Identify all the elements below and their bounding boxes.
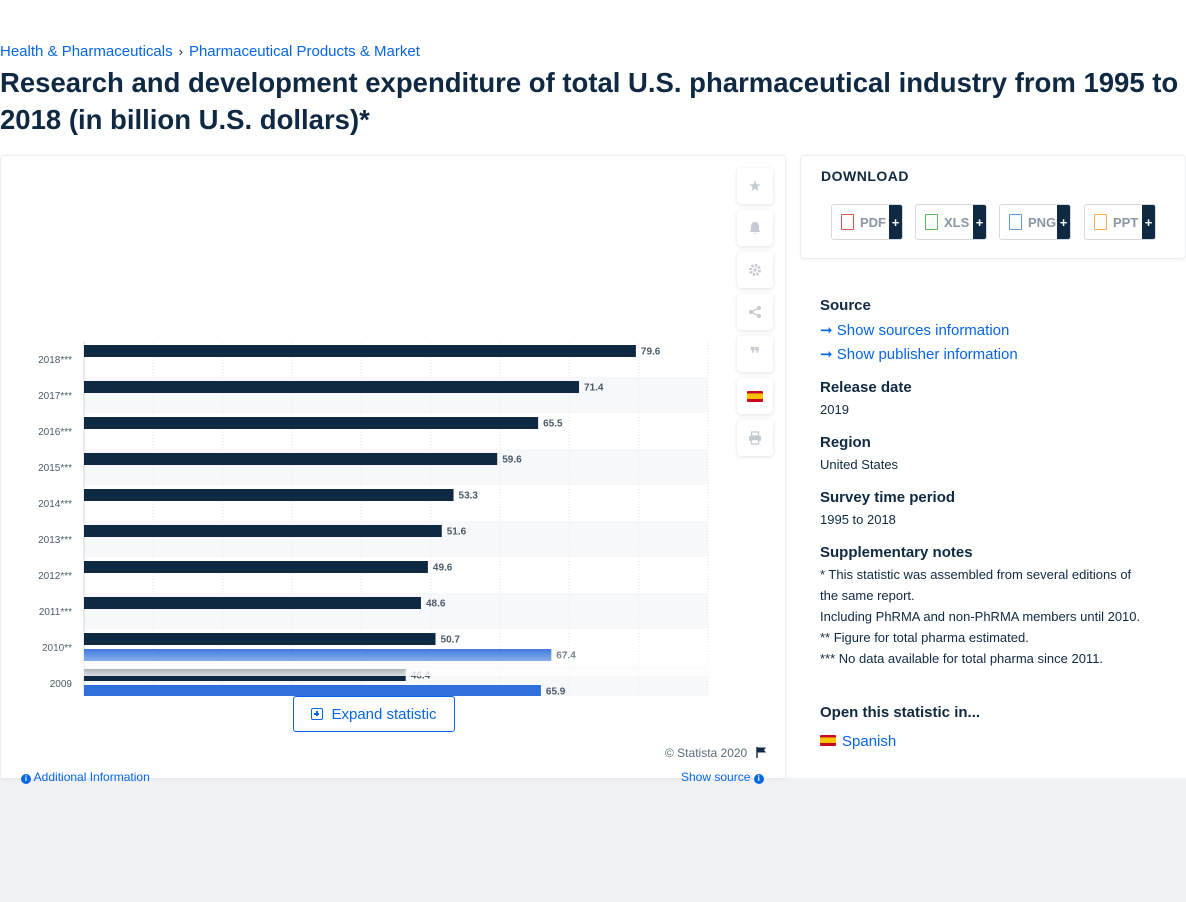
png-file-icon bbox=[1009, 214, 1022, 230]
survey-period-value: 1995 to 2018 bbox=[820, 512, 896, 527]
bar bbox=[84, 381, 580, 393]
spain-flag-icon bbox=[820, 735, 836, 746]
data-label: 53.3 bbox=[459, 491, 479, 502]
expand-statistic-label: Expand statistic bbox=[331, 705, 437, 723]
data-label: 46.4 bbox=[411, 671, 431, 682]
print-icon[interactable] bbox=[737, 420, 773, 456]
breadcrumb: Health & Pharmaceuticals › Pharmaceutical … bbox=[0, 43, 420, 60]
category-label: 2013*** bbox=[38, 535, 72, 546]
bar bbox=[84, 633, 436, 645]
arrow-right-icon: ➞ bbox=[820, 322, 837, 339]
share-icon[interactable] bbox=[737, 294, 773, 330]
bar bbox=[84, 525, 442, 537]
download-ppt-button[interactable]: PPT + bbox=[1084, 204, 1156, 240]
category-label: 2011*** bbox=[39, 607, 72, 618]
bar bbox=[84, 597, 421, 609]
breadcrumb-separator: › bbox=[178, 44, 183, 59]
release-date-value: 2019 bbox=[820, 402, 849, 417]
show-source-link[interactable]: Show source i bbox=[681, 770, 764, 784]
supplementary-notes: * This statistic was assembled from seve… bbox=[820, 564, 1150, 669]
region-heading: Region bbox=[820, 434, 871, 451]
release-date-heading: Release date bbox=[820, 379, 912, 396]
arrow-right-icon: ➞ bbox=[820, 346, 837, 363]
copyright-text: © Statista 2020 bbox=[665, 746, 767, 760]
note-line: ** Figure for total pharma estimated. bbox=[820, 630, 1029, 645]
category-label: 2009 bbox=[50, 679, 73, 690]
data-label: 59.6 bbox=[502, 455, 522, 466]
info-icon: i bbox=[753, 774, 764, 784]
data-label: 48.6 bbox=[426, 599, 446, 610]
category-label: 2018*** bbox=[38, 355, 72, 366]
bar-chart: 2018*** 79.6 2017*** 71.4 2016*** 65.5 2015***… bbox=[38, 342, 709, 697]
flag-icon[interactable] bbox=[755, 747, 767, 758]
note-line: Including PhRMA and non-PhRMA members un… bbox=[820, 609, 1141, 624]
category-label: 2012*** bbox=[38, 571, 72, 582]
gear-icon[interactable] bbox=[737, 252, 773, 288]
note-line: * This statistic was assembled from seve… bbox=[820, 567, 1132, 603]
xls-file-icon bbox=[925, 214, 938, 230]
category-label: 2016*** bbox=[38, 427, 72, 438]
expand-statistic-button[interactable]: Expand statistic bbox=[293, 696, 455, 732]
breadcrumb-link-health[interactable]: Health & Pharmaceuticals bbox=[0, 43, 173, 60]
chart-toolbar: ★ ❞ bbox=[737, 168, 775, 462]
data-label: 49.6 bbox=[433, 563, 453, 574]
download-png-button[interactable]: PNG + bbox=[999, 204, 1071, 240]
chart-fade-overlay bbox=[21, 646, 721, 676]
bar bbox=[84, 453, 498, 465]
show-sources-link[interactable]: ➞ Show sources information bbox=[820, 322, 1010, 339]
breadcrumb-link-pharma[interactable]: Pharmaceutical Products & Market bbox=[188, 43, 420, 60]
spain-flag-icon[interactable] bbox=[737, 378, 773, 414]
data-label: 50.7 bbox=[441, 635, 461, 646]
star-icon[interactable]: ★ bbox=[737, 168, 773, 204]
bar bbox=[84, 489, 454, 501]
bar bbox=[84, 685, 541, 696]
bar bbox=[84, 417, 539, 429]
bell-icon[interactable] bbox=[737, 210, 773, 246]
download-pdf-button[interactable]: PDF + bbox=[831, 204, 903, 240]
quote-icon[interactable]: ❞ bbox=[737, 336, 773, 372]
category-label: 2017*** bbox=[38, 391, 72, 402]
data-label: 79.6 bbox=[641, 347, 661, 358]
category-label: 2014*** bbox=[38, 499, 72, 510]
page-title: Research and development expenditure of … bbox=[0, 67, 1179, 135]
source-heading: Source bbox=[820, 297, 871, 314]
download-title: DOWNLOAD bbox=[821, 168, 909, 184]
plus-square-icon bbox=[311, 708, 324, 720]
open-in-spanish-link[interactable]: Spanish bbox=[820, 733, 896, 750]
additional-information-link[interactable]: i Additional Information bbox=[21, 770, 150, 784]
open-statistic-heading: Open this statistic in... bbox=[820, 704, 981, 721]
data-label: 71.4 bbox=[584, 383, 604, 394]
statistic-info-panel: Source ➞ Show sources information ➞ Show… bbox=[800, 274, 1186, 778]
info-icon: i bbox=[21, 774, 31, 784]
ppt-file-icon bbox=[1094, 214, 1107, 230]
category-label: 2015*** bbox=[38, 463, 72, 474]
show-publisher-link[interactable]: ➞ Show publisher information bbox=[820, 346, 1018, 363]
download-card: DOWNLOAD PDF + XLS + PNG + PPT + bbox=[800, 155, 1186, 259]
data-label: 65.9 bbox=[546, 687, 566, 697]
region-value: United States bbox=[820, 457, 899, 472]
data-label: 65.5 bbox=[543, 419, 563, 430]
data-label: 51.6 bbox=[447, 527, 467, 538]
bar bbox=[84, 561, 428, 573]
survey-period-heading: Survey time period bbox=[820, 489, 956, 506]
download-xls-button[interactable]: XLS + bbox=[915, 204, 987, 240]
pdf-file-icon bbox=[841, 214, 854, 230]
chart-card: 2018*** 79.6 2017*** 71.4 2016*** 65.5 2015***… bbox=[0, 155, 786, 784]
supplementary-notes-heading: Supplementary notes bbox=[820, 544, 973, 561]
bar bbox=[84, 345, 636, 357]
note-line: *** No data available for total pharma s… bbox=[820, 651, 1104, 666]
